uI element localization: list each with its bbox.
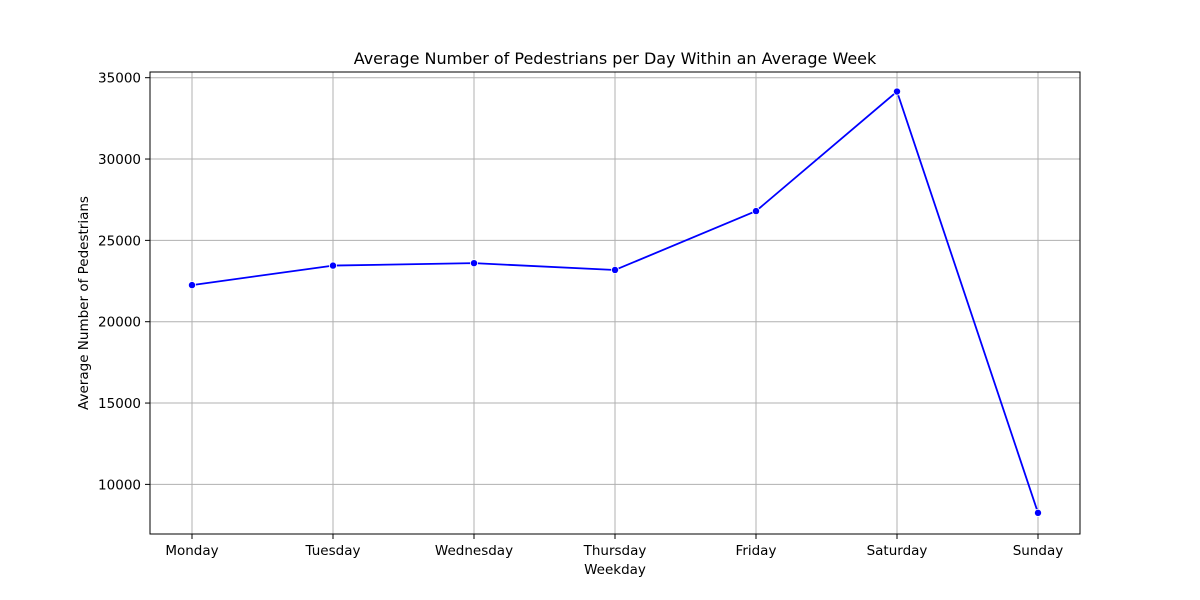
x-axis-label: Weekday (584, 562, 646, 578)
data-point (328, 261, 337, 270)
data-point (611, 265, 620, 274)
series-layer (187, 87, 1043, 517)
y-axis-label: Average Number of Pedestrians (76, 196, 92, 410)
x-tick-label: Monday (165, 543, 218, 559)
x-tick-label: Wednesday (435, 543, 513, 559)
y-tick-label: 20000 (98, 315, 141, 331)
y-tick-label: 35000 (98, 71, 141, 87)
y-tick-label: 15000 (98, 396, 141, 412)
y-tick-label: 25000 (98, 233, 141, 249)
ticks: Monday Tuesday Wednesday Thursday Friday Satu… (98, 71, 1063, 559)
data-point (187, 281, 196, 290)
data-point (1034, 508, 1043, 517)
x-tick-label: Saturday (867, 543, 928, 559)
x-tick-label: Thursday (583, 543, 647, 559)
x-tick-label: Tuesday (305, 543, 361, 559)
data-point (893, 87, 902, 96)
y-tick-label: 30000 (98, 152, 141, 168)
y-tick-label: 10000 (98, 477, 141, 493)
x-tick-label: Sunday (1013, 543, 1064, 559)
grid (150, 72, 1080, 534)
data-point (752, 207, 761, 216)
data-point (469, 259, 478, 268)
chart-title: Average Number of Pedestrians per Day Wi… (354, 49, 877, 68)
x-tick-label: Friday (736, 543, 777, 559)
